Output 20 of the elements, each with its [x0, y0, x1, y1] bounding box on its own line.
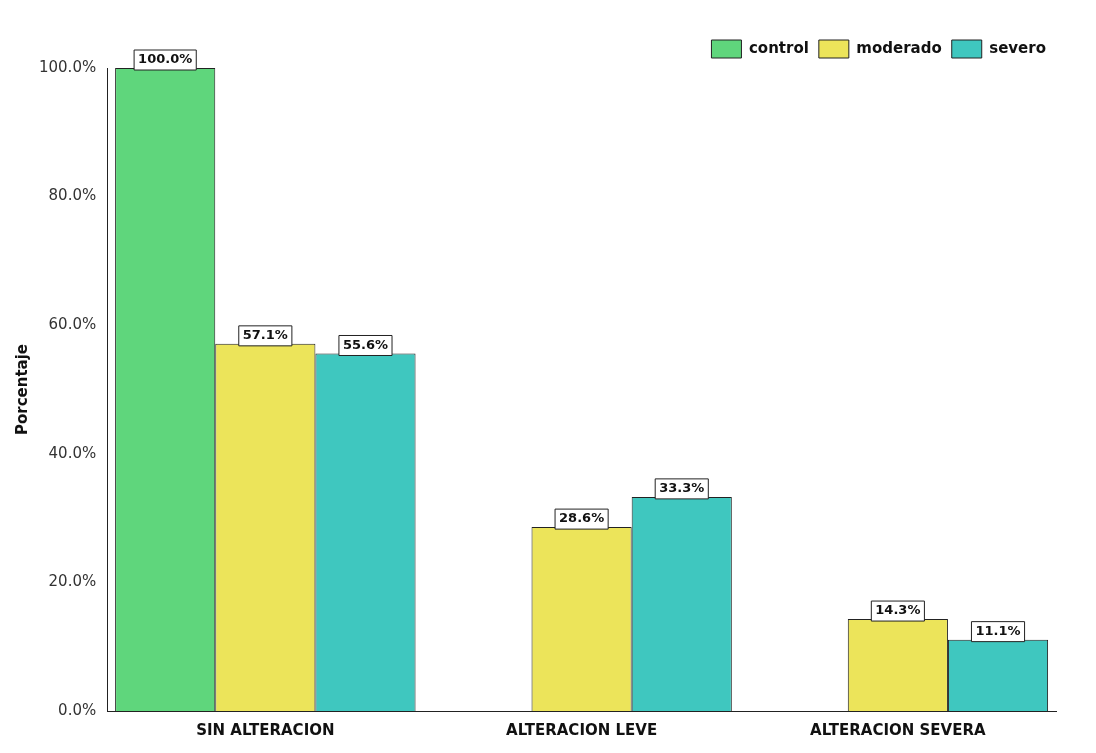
y-tick-label: 40.0% [48, 443, 97, 462]
y-tick-label: 0.0% [58, 700, 97, 719]
y-tick-label: 20.0% [48, 572, 97, 591]
data-label: 57.1% [242, 327, 288, 343]
data-label: 55.6% [342, 336, 389, 352]
data-label: 14.3% [875, 602, 921, 618]
data-label: 33.3% [659, 480, 705, 496]
legend-label: control [748, 38, 809, 57]
x-tick-label: ALTERACION LEVE [506, 720, 658, 739]
x-tick-label: ALTERACION SEVERA [810, 720, 986, 739]
data-label: 28.6% [559, 510, 605, 526]
legend-label: severo [989, 38, 1047, 57]
y-tick-label: 100.0% [38, 57, 97, 76]
x-tick-label: SIN ALTERACION [196, 720, 335, 739]
data-label: 100.0% [138, 51, 193, 67]
legend-label: moderado [856, 38, 942, 57]
y-tick-label: 60.0% [48, 315, 97, 334]
data-label: 11.1% [975, 623, 1021, 638]
y-axis-title: Porcentaje [12, 343, 31, 436]
y-tick-label: 80.0% [48, 186, 97, 205]
